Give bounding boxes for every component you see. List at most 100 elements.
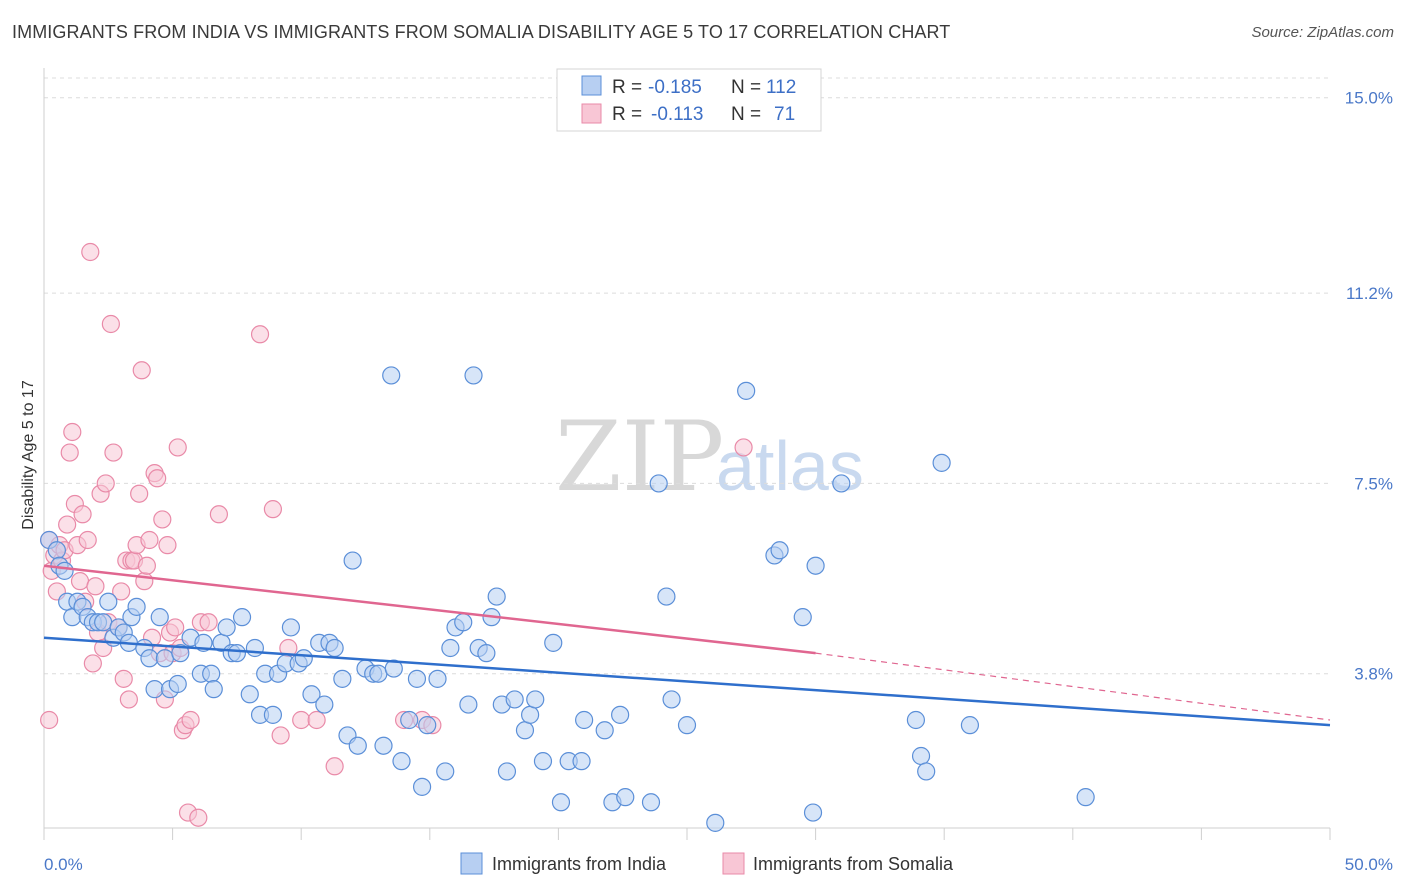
india-point-60	[382, 366, 401, 385]
tick-labels: 3.8% 7.5% 11.2% 15.0% 0.0% 50.0%	[44, 89, 1393, 874]
legend-india-r-label: R =	[612, 77, 642, 98]
legend-india-swatch	[581, 75, 602, 96]
somalia-point-17	[83, 654, 102, 673]
india-point-66	[418, 716, 437, 735]
somalia-point-35	[132, 361, 151, 380]
somalia-point-59	[250, 325, 270, 344]
bottom-legend-somalia-swatch	[722, 852, 745, 875]
legend-india-r-value: -0.185	[648, 77, 702, 98]
india-point-55	[348, 736, 367, 755]
india-point-54	[343, 551, 362, 570]
series-india-points	[40, 366, 1095, 832]
legend-somalia-r-value: -0.113	[651, 104, 703, 125]
india-point-18	[127, 597, 146, 616]
trend-lines	[43, 564, 1331, 727]
india-point-1	[47, 541, 66, 560]
somalia-point-38	[140, 530, 159, 550]
india-point-102	[770, 541, 789, 560]
somalia-point-34	[130, 484, 149, 503]
india-point-89	[575, 710, 594, 730]
india-point-33	[217, 618, 236, 637]
chart-title: IMMIGRANTS FROM INDIA VS IMMIGRANTS FROM…	[12, 22, 951, 42]
somalia-point-45	[158, 536, 177, 555]
india-point-109	[917, 762, 936, 781]
x-tick-label-0: 0.0%	[44, 855, 83, 874]
india-point-30	[202, 664, 221, 683]
india-point-37	[240, 685, 259, 704]
india-point-71	[454, 613, 473, 632]
somalia-point-41	[148, 469, 167, 488]
india-point-95	[649, 474, 668, 493]
india-point-106	[832, 474, 851, 493]
india-point-51	[325, 638, 344, 658]
legend-india-n-label: N =	[731, 77, 761, 98]
india-point-108	[911, 746, 931, 766]
india-point-21	[145, 680, 164, 699]
india-point-44	[281, 618, 301, 637]
india-point-84	[533, 752, 553, 771]
somalia-point-49	[168, 438, 187, 457]
india-point-35	[227, 644, 246, 663]
axes	[43, 68, 1331, 840]
india-point-69	[441, 638, 460, 658]
somalia-point-57	[199, 613, 218, 632]
india-point-111	[960, 716, 980, 735]
india-point-112	[1076, 788, 1095, 807]
india-point-90	[595, 721, 614, 740]
somalia-point-18	[86, 577, 105, 596]
india-point-94	[641, 793, 661, 812]
somalia-point-64	[307, 710, 326, 730]
india-point-77	[487, 587, 506, 606]
somalia-point-7	[58, 515, 77, 534]
india-point-72	[459, 695, 478, 714]
india-point-98	[677, 716, 697, 735]
india-point-88	[572, 752, 591, 771]
india-point-67	[428, 669, 447, 688]
somalia-point-43	[153, 510, 172, 529]
india-point-85	[544, 633, 563, 652]
india-point-31	[204, 680, 223, 699]
somalia-point-16	[81, 242, 100, 262]
somalia-point-15	[78, 530, 97, 550]
bottom-legend-india-label: Immigrants from India	[492, 854, 667, 874]
watermark-zip: ZIP	[555, 401, 724, 513]
y-tick-label-2: 11.2%	[1346, 284, 1393, 303]
india-point-46	[294, 649, 313, 668]
india-point-59	[374, 736, 393, 755]
india-point-36	[232, 608, 252, 627]
somalia-point-27	[112, 582, 131, 601]
india-point-110	[932, 453, 951, 472]
india-point-100	[737, 381, 756, 400]
india-point-47	[302, 685, 321, 704]
india-point-73	[464, 366, 483, 385]
india-point-63	[400, 710, 419, 730]
somalia-point-24	[101, 314, 120, 334]
india-point-23	[155, 649, 174, 668]
trend-line-india	[43, 636, 1331, 727]
legend-somalia-swatch	[581, 103, 602, 124]
somalia-point-28	[114, 669, 133, 688]
india-point-79	[497, 762, 517, 781]
india-point-38	[245, 638, 265, 658]
trend-line-somalia	[43, 564, 816, 655]
somalia-point-69	[734, 438, 753, 457]
bottom-legend: Immigrants from India Immigrants from So…	[460, 852, 954, 875]
india-point-97	[662, 690, 681, 709]
india-point-80	[505, 690, 524, 709]
india-point-82	[521, 705, 540, 724]
somalia-point-9	[63, 422, 82, 442]
india-point-12	[99, 592, 118, 611]
chart-source: Source: ZipAtlas.com	[1251, 24, 1394, 41]
india-point-61	[384, 659, 403, 678]
somalia-point-63	[292, 710, 311, 730]
watermark-atlas: atlas	[716, 427, 864, 505]
india-point-75	[477, 644, 496, 663]
india-point-104	[803, 803, 823, 822]
india-point-81	[515, 721, 535, 740]
somalia-point-22	[96, 474, 115, 493]
india-point-11	[94, 613, 113, 632]
india-point-103	[793, 608, 812, 627]
somalia-point-13	[73, 505, 92, 524]
india-point-20	[140, 649, 159, 668]
